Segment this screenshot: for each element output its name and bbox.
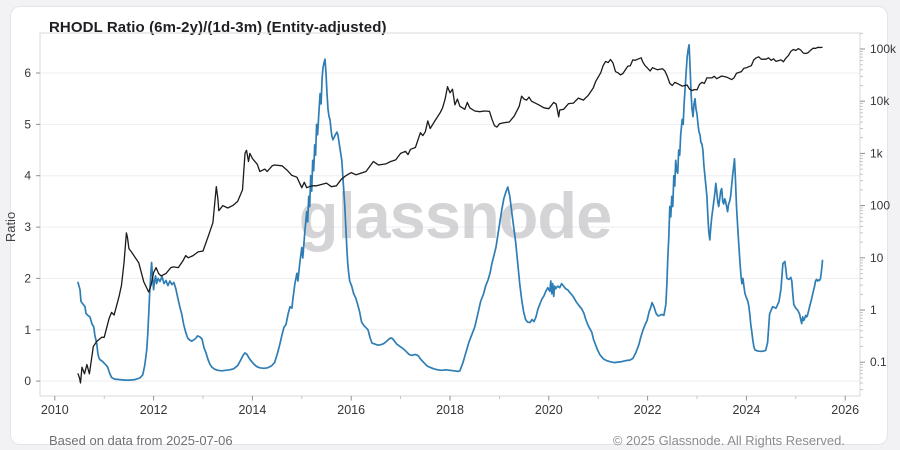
svg-text:2020: 2020 bbox=[535, 403, 563, 417]
copyright-note: © 2025 Glassnode. All Rights Reserved. bbox=[612, 433, 845, 448]
svg-text:5: 5 bbox=[24, 117, 31, 131]
ratio-series-line bbox=[77, 43, 824, 381]
svg-text:1: 1 bbox=[24, 323, 31, 337]
svg-text:2010: 2010 bbox=[41, 403, 69, 417]
svg-text:4: 4 bbox=[24, 169, 31, 183]
svg-text:2014: 2014 bbox=[238, 403, 266, 417]
left-axis-title: Ratio bbox=[3, 212, 18, 242]
svg-text:2012: 2012 bbox=[140, 403, 168, 417]
svg-text:2016: 2016 bbox=[337, 403, 365, 417]
gridlines bbox=[40, 72, 860, 382]
svg-text:10: 10 bbox=[870, 251, 884, 265]
svg-text:0: 0 bbox=[24, 374, 31, 388]
svg-text:2018: 2018 bbox=[436, 403, 464, 417]
svg-text:3: 3 bbox=[24, 220, 31, 234]
svg-text:10k: 10k bbox=[870, 94, 890, 108]
svg-text:0.1: 0.1 bbox=[870, 355, 887, 369]
svg-text:1: 1 bbox=[870, 303, 877, 317]
chart-title: RHODL Ratio (6m-2y)/(1d-3m) (Entity-adju… bbox=[49, 19, 387, 36]
watermark-text: glassnode bbox=[299, 179, 611, 252]
chart-card: RHODL Ratio (6m-2y)/(1d-3m) (Entity-adju… bbox=[10, 6, 888, 448]
svg-text:6: 6 bbox=[24, 66, 31, 80]
left-axis: 0 1 2 3 4 5 6 Ratio bbox=[3, 66, 40, 388]
price-series-line bbox=[77, 46, 823, 384]
svg-text:100: 100 bbox=[870, 199, 890, 213]
svg-text:2024: 2024 bbox=[732, 403, 760, 417]
svg-text:2: 2 bbox=[24, 271, 31, 285]
right-axis: 0.1 1 10 100 1k 10k 100k bbox=[860, 32, 897, 390]
svg-text:100k: 100k bbox=[870, 42, 897, 56]
svg-text:1k: 1k bbox=[870, 146, 884, 160]
svg-text:2026: 2026 bbox=[831, 403, 859, 417]
data-source-note: Based on data from 2025-07-06 bbox=[49, 433, 233, 448]
svg-text:2022: 2022 bbox=[634, 403, 662, 417]
x-axis: 2010 2012 2014 2016 2018 2020 2022 2024 2026 bbox=[41, 396, 859, 417]
